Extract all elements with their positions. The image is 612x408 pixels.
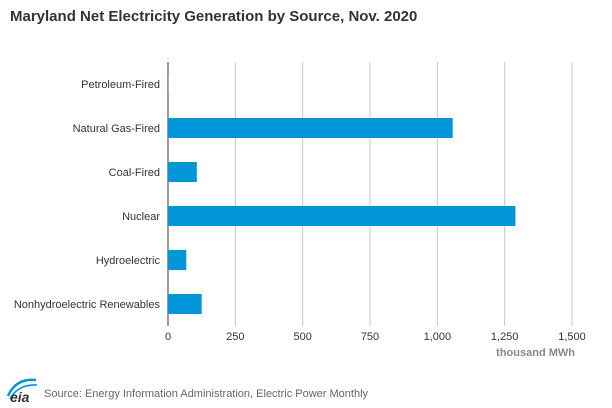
bar-nonhydroelectric-renewables [168,294,202,314]
category-label: Nonhydroelectric Renewables [14,299,161,311]
eia-logo: eia [6,378,38,404]
source-note: Source: Energy Information Administratio… [44,388,369,400]
x-tick-label: 1,000 [424,331,452,343]
x-axis-unit-label: thousand MWh [496,347,575,359]
category-label: Petroleum-Fired [81,79,160,91]
category-label: Natural Gas-Fired [73,123,160,135]
x-tick-label: 250 [226,331,244,343]
bar-hydroelectric [168,250,187,270]
chart-title: Maryland Net Electricity Generation by S… [10,8,418,25]
eia-logo-text: eia [10,389,30,404]
tick-labels: 0 250 500 750 1,000 1,250 1,500 [165,331,586,343]
category-labels: Petroleum-Fired Natural Gas-Fired Coal-Fir… [14,79,161,311]
x-tick-label: 1,250 [491,331,519,343]
bar-natural-gas-fired [168,118,453,138]
x-tick-label: 1,500 [558,331,586,343]
x-tick-label: 0 [165,331,171,343]
bar-chart: Petroleum-Fired Natural Gas-Fired Coal-Fir… [14,62,586,359]
x-tick-label: 750 [361,331,379,343]
category-label: Coal-Fired [109,167,160,179]
category-label: Nuclear [122,211,160,223]
grid-lines [167,62,573,326]
bar-coal-fired [168,162,197,182]
x-tick-label: 500 [293,331,311,343]
bar-nuclear [168,206,516,226]
category-label: Hydroelectric [96,255,161,267]
bars [168,74,516,314]
